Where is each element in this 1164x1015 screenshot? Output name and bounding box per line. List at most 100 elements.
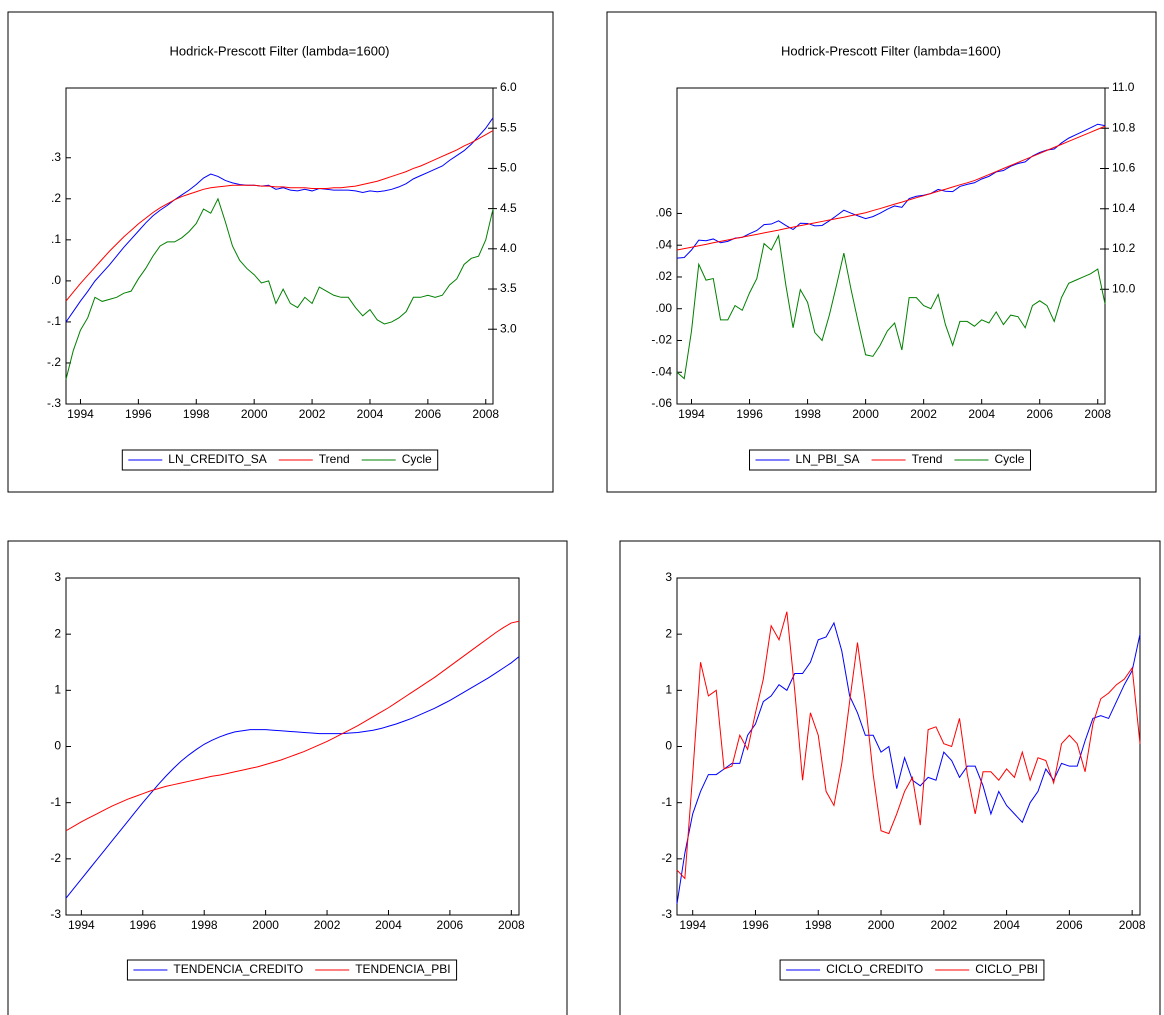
- series-line: [65, 656, 520, 899]
- y-tick-label: 3: [665, 570, 672, 584]
- legend-label: LN_PBI_SA: [796, 452, 860, 466]
- y2-tick-label: 4.0: [500, 241, 517, 255]
- series-line: [676, 611, 1141, 880]
- panel-frame: [7, 11, 554, 493]
- x-tick-label: 2004: [357, 407, 384, 421]
- y-tick-label: 0: [54, 739, 61, 753]
- y-tick-label: .02: [655, 269, 672, 283]
- y2-tick-label: 10.6: [1112, 161, 1136, 175]
- x-tick-label: 1996: [742, 918, 769, 932]
- legend: TENDENCIA_CREDITO TENDENCIA_PBI: [126, 959, 458, 981]
- y-tick-label: 2: [665, 626, 672, 640]
- y2-tick-label: 11.0: [1112, 80, 1135, 94]
- x-tick-label: 2006: [437, 918, 464, 932]
- legend-box: [749, 449, 1031, 471]
- panel-frame: [606, 11, 1157, 493]
- legend-label: Cycle: [994, 452, 1024, 466]
- y-tick-label: -.04: [651, 364, 672, 378]
- x-tick-label: 2000: [852, 407, 879, 421]
- x-tick-label: 2002: [314, 918, 341, 932]
- y-tick-label: -1: [50, 795, 61, 809]
- legend-box: [126, 959, 458, 981]
- y2-tick-label: 5.0: [500, 161, 517, 175]
- legend-label: Trend: [912, 452, 943, 466]
- x-tick-label: 1998: [183, 407, 210, 421]
- x-tick-label: 2008: [1119, 918, 1146, 932]
- y-tick-label: .00: [655, 301, 672, 315]
- y-tick-label: -.3: [47, 396, 61, 410]
- x-tick-label: 1996: [736, 407, 763, 421]
- y2-tick-label: 10.2: [1112, 241, 1136, 255]
- y-tick-label: -.1: [47, 314, 61, 328]
- x-tick-label: 1998: [191, 918, 218, 932]
- y2-tick-label: 10.4: [1112, 201, 1136, 215]
- series-line: [65, 117, 494, 323]
- x-tick-label: 2000: [252, 918, 279, 932]
- y-tick-label: -.2: [47, 355, 61, 369]
- y2-tick-label: 4.5: [500, 201, 517, 215]
- y-tick-label: 0: [665, 739, 672, 753]
- x-tick-label: 2008: [472, 407, 499, 421]
- x-tick-label: 1998: [805, 918, 832, 932]
- y-tick-label: -2: [50, 851, 61, 865]
- legend-label: LN_CREDITO_SA: [168, 452, 266, 466]
- x-tick-label: 1996: [129, 918, 156, 932]
- series-line: [65, 197, 494, 380]
- y-tick-label: -.02: [651, 333, 672, 347]
- x-tick-label: 2004: [375, 918, 402, 932]
- chart-panel: 3 2 1 0 -1 -2 -3 1994 1996 1998 2000 2002 2004 2006 20…: [619, 540, 1161, 1015]
- y2-tick-label: 3.0: [500, 321, 517, 335]
- chart-title: Hodrick-Prescott Filter (lambda=1600): [781, 43, 1001, 58]
- x-tick-label: 2000: [868, 918, 895, 932]
- y-tick-label: .0: [51, 273, 61, 287]
- legend-label: CICLO_CREDITO: [826, 962, 923, 976]
- y2-tick-label: 6.0: [500, 80, 517, 94]
- x-tick-label: 1994: [678, 407, 705, 421]
- x-tick-label: 2002: [299, 407, 326, 421]
- x-tick-label: 2006: [1026, 407, 1053, 421]
- x-tick-label: 1994: [67, 407, 94, 421]
- y2-tick-label: 3.5: [500, 281, 517, 295]
- y-tick-label: .2: [51, 191, 61, 205]
- y-tick-label: 3: [54, 570, 61, 584]
- chart-panel: 3 2 1 0 -1 -2 -3 1994 1996 1998 2000 2002 2004 2006 20…: [7, 540, 568, 1015]
- y-tick-label: 1: [665, 683, 672, 697]
- y-tick-label: -2: [661, 851, 672, 865]
- series-line: [676, 123, 1106, 259]
- y-tick-label: -3: [661, 907, 672, 921]
- series-line: [65, 130, 494, 302]
- legend-label: TENDENCIA_CREDITO: [173, 962, 303, 976]
- chart-panel: Hodrick-Prescott Filter (lambda=1600) .3.…: [7, 11, 554, 493]
- x-tick-label: 1994: [679, 918, 706, 932]
- y-tick-label: 1: [54, 683, 61, 697]
- x-tick-label: 2008: [1084, 407, 1111, 421]
- y2-tick-label: 10.0: [1112, 281, 1136, 295]
- x-tick-label: 2002: [930, 918, 957, 932]
- series-line: [676, 234, 1106, 380]
- y-tick-label: -.06: [651, 396, 672, 410]
- y2-tick-label: 5.5: [500, 120, 517, 134]
- panel-frame: [619, 540, 1161, 1015]
- series-line: [676, 621, 1141, 904]
- series-line: [676, 125, 1106, 251]
- x-tick-label: 1998: [794, 407, 821, 421]
- series-line: [65, 620, 520, 832]
- x-tick-label: 2006: [1056, 918, 1083, 932]
- y-tick-label: .1: [51, 232, 61, 246]
- legend-label: Trend: [319, 452, 350, 466]
- y-tick-label: -3: [50, 907, 61, 921]
- panel-frame: [7, 540, 568, 1015]
- x-tick-label: 2004: [993, 918, 1020, 932]
- plot-frame: [65, 577, 520, 916]
- x-tick-label: 2008: [498, 918, 525, 932]
- legend-label: TENDENCIA_PBI: [355, 962, 450, 976]
- x-tick-label: 1996: [125, 407, 152, 421]
- y-tick-label: .04: [655, 237, 672, 251]
- y2-tick-label: 10.8: [1112, 120, 1136, 134]
- legend: CICLO_CREDITO CICLO_PBI: [779, 959, 1045, 981]
- y-tick-label: 2: [54, 626, 61, 640]
- x-tick-label: 1994: [68, 918, 95, 932]
- x-tick-label: 2006: [415, 407, 442, 421]
